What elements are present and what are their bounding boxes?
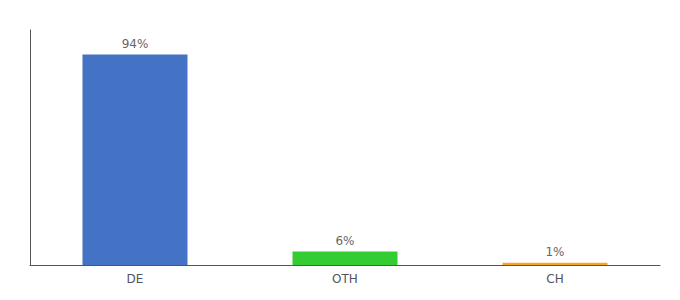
svg-text:OTH: OTH <box>332 272 358 286</box>
svg-text:CH: CH <box>546 272 563 286</box>
svg-text:6%: 6% <box>335 234 354 248</box>
svg-text:94%: 94% <box>122 37 149 51</box>
svg-text:1%: 1% <box>545 245 564 259</box>
svg-text:DE: DE <box>127 272 144 286</box>
